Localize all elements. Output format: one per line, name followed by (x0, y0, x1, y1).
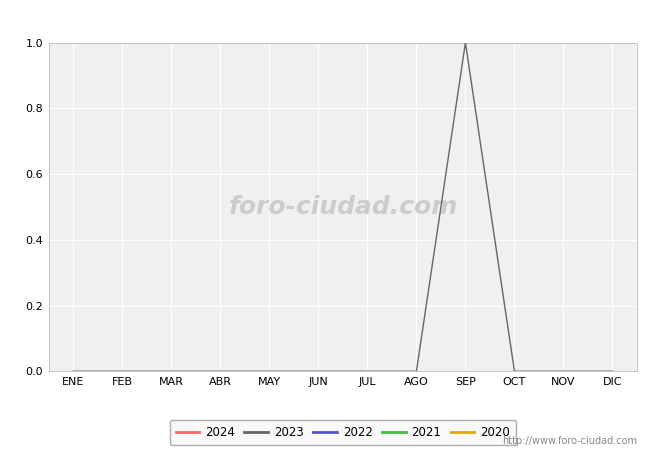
Text: http://www.foro-ciudad.com: http://www.foro-ciudad.com (502, 436, 637, 446)
Legend: 2024, 2023, 2022, 2021, 2020: 2024, 2023, 2022, 2021, 2020 (170, 420, 516, 445)
Text: foro-ciudad.com: foro-ciudad.com (228, 195, 458, 219)
Text: Matriculaciones de Vehiculos en Cerralbo: Matriculaciones de Vehiculos en Cerralbo (159, 7, 491, 22)
